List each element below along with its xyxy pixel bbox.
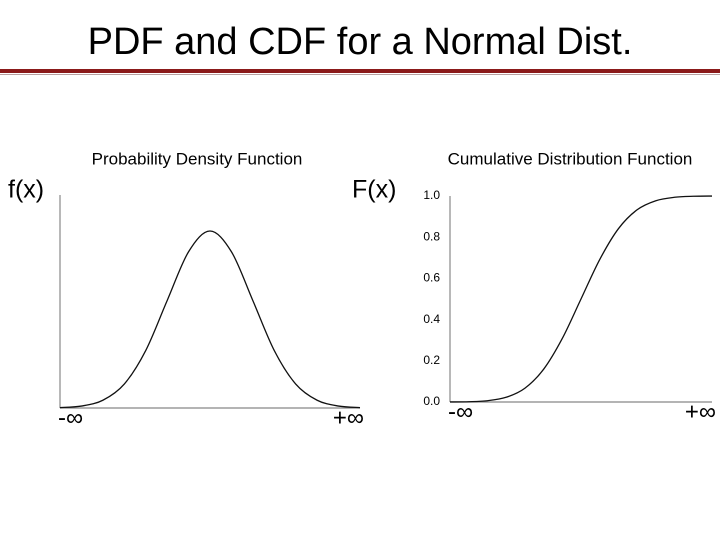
y-tick-label: 0.8 <box>423 229 440 243</box>
curve <box>449 195 713 403</box>
x-tick-label: +∞ <box>685 398 716 425</box>
y-tick-label: 0.2 <box>423 353 440 367</box>
x-tick-label: -∞ <box>58 404 83 431</box>
slide-title: PDF and CDF for a Normal Dist. <box>88 21 633 63</box>
y-axis-label: f(x) <box>8 176 44 204</box>
x-tick-label: +∞ <box>333 404 364 431</box>
x-tick-label: -∞ <box>448 398 473 425</box>
chart-title: Cumulative Distribution Function <box>448 149 693 168</box>
y-axis-label: F(x) <box>352 176 396 204</box>
y-tick-label: 1.0 <box>423 188 440 202</box>
y-tick-label: 0.4 <box>423 312 440 326</box>
chart-title: Probability Density Function <box>92 149 303 168</box>
y-tick-label: 0.0 <box>423 394 440 408</box>
curve <box>59 230 361 409</box>
y-tick-label: 0.6 <box>423 271 440 285</box>
